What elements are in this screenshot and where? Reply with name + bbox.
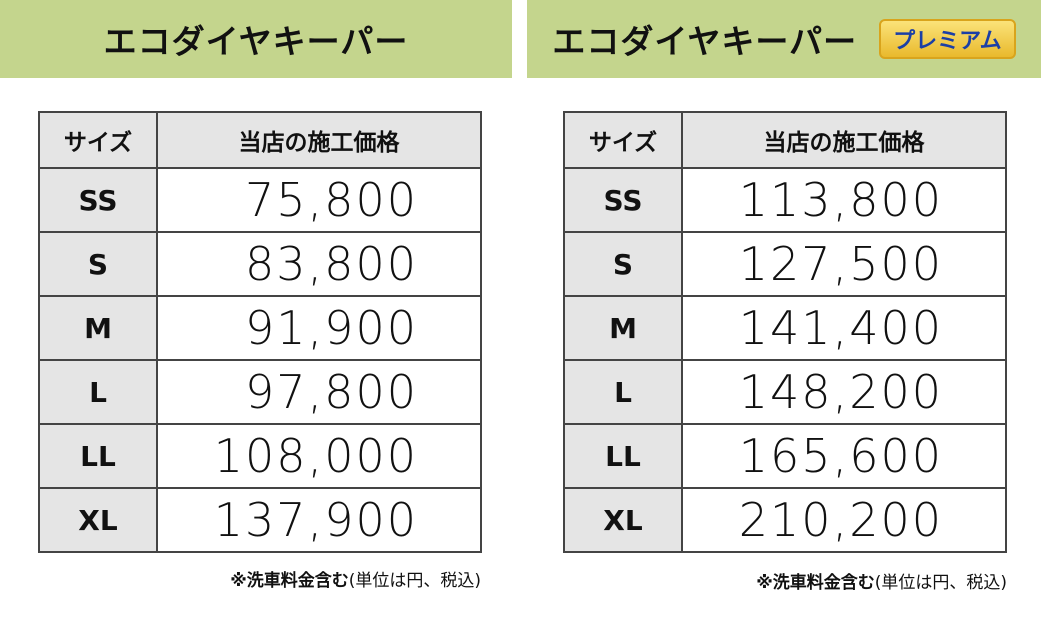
header-row: サイズ 当店の施工価格 [38,111,482,169]
price-cell: 113,800 [681,167,1007,233]
panel-header: エコダイヤキーパー プレミアム [527,0,1041,78]
size-cell: XL [563,487,683,553]
panel-header: エコダイヤキーパー [0,0,512,78]
size-cell: S [563,231,683,297]
price-cell: 75,800 [156,167,482,233]
price-cell: 127,500 [681,231,1007,297]
row: SS 75,800 [38,167,482,233]
row: LL 165,600 [563,423,1007,489]
price-cell: 165,600 [681,423,1007,489]
size-cell: SS [38,167,158,233]
row: M 141,400 [563,295,1007,361]
row: S 83,800 [38,231,482,297]
size-cell: M [563,295,683,361]
price-cell: 97,800 [156,359,482,425]
size-cell: SS [563,167,683,233]
price-cell: 148,200 [681,359,1007,425]
price-cell: 137,900 [156,487,482,553]
row: L 97,800 [38,359,482,425]
header-cell: 当店の施工価格 [156,111,482,169]
header-row: サイズ 当店の施工価格 [563,111,1007,169]
size-cell: L [38,359,158,425]
price-cell: 141,400 [681,295,1007,361]
price-cell: 91,900 [156,295,482,361]
note-bold: ※洗車料金含む [756,573,875,593]
price-cell: 210,200 [681,487,1007,553]
row: LL 108,000 [38,423,482,489]
price-table: サイズ 当店の施工価格 SS 75,800 S 83,800 M 91,900 L 97,800 L… [38,111,482,553]
header-cell: サイズ [563,111,683,169]
size-cell: L [563,359,683,425]
note-bold: ※洗車料金含む [230,571,349,591]
size-cell: S [38,231,158,297]
price-table: サイズ 当店の施工価格 SS 113,800 S 127,500 M 141,400 L 148,… [563,111,1007,553]
row: M 91,900 [38,295,482,361]
row: XL 137,900 [38,487,482,553]
row: S 127,500 [563,231,1007,297]
price-cell: 83,800 [156,231,482,297]
panel-title: エコダイヤキーパー [103,22,409,61]
note: ※洗車料金含む(単位は円、税込) [230,566,481,591]
panel-title: エコダイヤキーパー [552,22,858,61]
note-text: (単位は円、税込) [874,573,1007,593]
price-cell: 108,000 [156,423,482,489]
row: SS 113,800 [563,167,1007,233]
note-text: (単位は円、税込) [348,571,481,591]
size-cell: LL [563,423,683,489]
size-cell: XL [38,487,158,553]
row: L 148,200 [563,359,1007,425]
header-cell: 当店の施工価格 [681,111,1007,169]
header-cell: サイズ [38,111,158,169]
row: XL 210,200 [563,487,1007,553]
size-cell: M [38,295,158,361]
size-cell: LL [38,423,158,489]
note: ※洗車料金含む(単位は円、税込) [756,568,1007,593]
badge: プレミアム [879,19,1016,59]
